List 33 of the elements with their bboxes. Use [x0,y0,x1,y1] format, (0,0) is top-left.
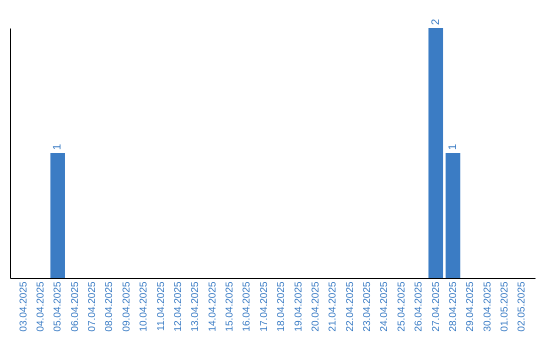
data-label: 2 [430,18,442,25]
x-tick-label: 16.04.2025 [242,281,253,332]
x-tick-label: 25.04.2025 [396,281,408,332]
x-tick-label: 05.04.2025 [52,281,64,332]
x-tick-label: 13.04.2025 [190,281,202,332]
data-label: 1 [52,144,64,150]
data-label: 1 [446,144,459,150]
x-tick-label: 02.05.2025 [516,281,528,332]
x-tick-label: 18.04.2025 [276,281,288,332]
x-tick-label: 07.04.2025 [87,281,98,332]
x-tick-label: 28.04.2025 [448,281,459,332]
x-tick-label: 26.04.2025 [414,281,425,332]
x-tick-label: 30.04.2025 [482,281,494,332]
x-tick-label: 27.04.2025 [430,281,442,332]
x-tick-label: 24.04.2025 [379,281,390,332]
x-tick-label: 20.04.2025 [310,281,322,332]
x-tick-label: 03.04.2025 [18,281,30,332]
x-tick-label: 15.04.2025 [224,281,236,332]
x-tick-label: 19.04.2025 [293,281,304,332]
x-tick-label: 09.04.2025 [121,281,132,332]
x-tick-label: 10.04.2025 [138,281,150,332]
x-tick-label: 01.05.2025 [499,281,510,332]
x-tick-label: 14.04.2025 [207,281,218,332]
x-tick-label: 04.04.2025 [36,281,47,332]
x-tick-label: 21.04.2025 [328,281,339,332]
x-tick-label: 23.04.2025 [362,281,374,332]
x-tick-label: 08.04.2025 [104,281,116,332]
x-tick-label: 17.04.2025 [258,281,270,332]
x-tick-label: 06.04.2025 [70,281,81,332]
x-tick-label: 11.04.2025 [156,281,167,331]
x-tick-label: 12.04.2025 [172,281,184,332]
x-tick-label: 22.04.2025 [344,281,356,332]
x-tick-label: 29.04.2025 [465,281,476,332]
